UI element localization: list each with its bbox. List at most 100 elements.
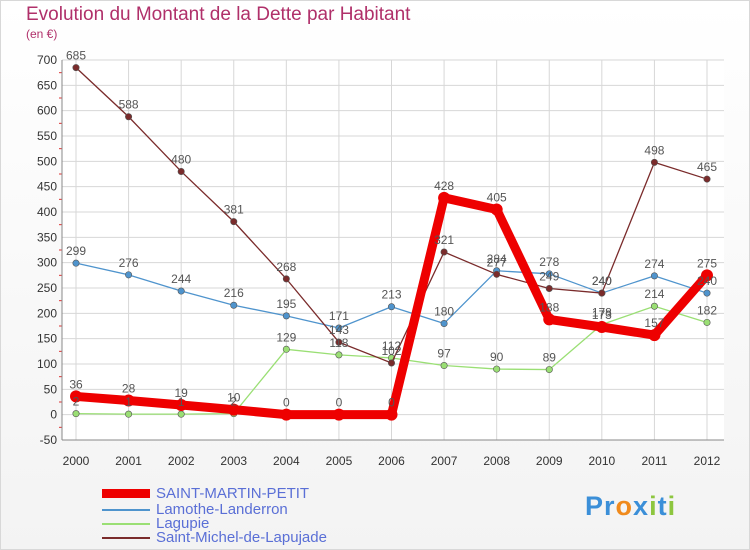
data-label: 97	[437, 347, 451, 361]
y-tick-label: 650	[37, 78, 57, 92]
data-label: 405	[487, 190, 507, 204]
data-point	[335, 351, 343, 359]
data-point	[72, 64, 80, 72]
data-label: 112	[382, 339, 401, 353]
data-point	[703, 289, 711, 297]
legend-swatch	[102, 489, 150, 498]
data-point	[703, 175, 711, 183]
legend-item: Lamothe-Landerron	[102, 501, 288, 518]
data-label: 480	[171, 152, 191, 166]
data-point	[545, 285, 553, 293]
data-label: 89	[543, 351, 557, 365]
data-point	[70, 390, 82, 403]
data-point	[440, 362, 448, 370]
y-tick-label: 250	[37, 281, 57, 295]
logo-letter: x	[633, 491, 650, 521]
data-label: 268	[276, 260, 296, 274]
data-point	[282, 275, 290, 283]
legend-label: SAINT-MARTIN-PETIT	[156, 485, 310, 502]
data-label: 498	[644, 143, 664, 157]
data-point	[72, 410, 80, 418]
data-label: 1	[125, 395, 132, 409]
y-tick-label: 150	[37, 332, 57, 346]
data-label: 118	[329, 336, 348, 350]
data-point	[335, 324, 343, 332]
legend-swatch	[102, 522, 150, 525]
x-tick-label: 2002	[168, 454, 195, 468]
y-tick-label: 100	[37, 357, 57, 371]
data-label: 180	[434, 304, 454, 318]
data-point	[650, 302, 658, 310]
data-label: 195	[276, 297, 296, 311]
data-label: 2	[73, 395, 80, 409]
data-label: 274	[644, 257, 664, 271]
logo-letter: i	[667, 491, 677, 521]
y-tick-label: 700	[37, 53, 57, 67]
data-label: 588	[119, 98, 139, 112]
x-tick-label: 2009	[536, 454, 563, 468]
data-point	[175, 399, 188, 412]
data-point	[387, 303, 395, 311]
x-tick-label: 2004	[273, 454, 300, 468]
data-point	[598, 289, 606, 297]
data-label: 28	[122, 381, 136, 395]
x-tick-label: 2006	[378, 454, 405, 468]
data-label: 0	[336, 396, 343, 410]
legend-swatch	[102, 536, 150, 539]
x-tick-label: 2001	[115, 454, 142, 468]
data-label: 284	[487, 252, 507, 266]
data-point	[282, 345, 290, 353]
data-point	[701, 269, 713, 282]
data-label: 381	[224, 203, 244, 217]
data-label: 214	[644, 287, 664, 301]
x-tick-label: 2007	[431, 454, 458, 468]
data-label: 173	[592, 308, 612, 322]
x-tick-label: 2005	[326, 454, 353, 468]
data-point	[227, 403, 240, 416]
data-point	[125, 113, 133, 121]
data-point	[545, 366, 553, 374]
data-point	[280, 408, 293, 421]
data-label: 299	[66, 244, 86, 258]
legend-item: SAINT-MARTIN-PETIT	[102, 485, 310, 502]
y-tick-label: 500	[37, 154, 57, 168]
legend-swatch	[102, 508, 150, 511]
data-label: 321	[434, 233, 454, 247]
data-label: 171	[329, 309, 349, 323]
data-point	[595, 321, 608, 334]
y-tick-label: 450	[37, 180, 57, 194]
data-point	[72, 259, 80, 267]
legend-item: Saint-Michel-de-Lapujade	[102, 529, 327, 546]
data-point	[177, 410, 185, 418]
data-point	[332, 408, 345, 421]
data-label: 240	[592, 274, 612, 288]
y-tick-label: 550	[37, 129, 57, 143]
data-label: 188	[539, 300, 559, 314]
legend-label: Lagupie	[156, 515, 210, 532]
logo-letter: i	[649, 491, 658, 521]
y-tick-label: 300	[37, 256, 57, 270]
data-label: 213	[381, 288, 401, 302]
plot-area	[62, 60, 724, 440]
logo-letter: t	[657, 491, 668, 521]
data-label: 465	[697, 160, 717, 174]
data-point	[440, 248, 448, 256]
data-point	[125, 410, 133, 418]
x-tick-label: 2003	[220, 454, 247, 468]
legend-item: Lagupie	[102, 515, 210, 532]
data-label: 2	[230, 395, 237, 409]
data-label: 275	[697, 256, 717, 270]
chart-title: Evolution du Montant de la Dette par Hab…	[26, 4, 411, 25]
x-tick-label: 2011	[642, 454, 668, 468]
data-point	[125, 271, 133, 279]
data-label: 278	[539, 255, 559, 269]
legend-label: Saint-Michel-de-Lapujade	[156, 529, 327, 546]
data-point	[650, 158, 658, 166]
data-label: 1	[178, 395, 185, 409]
y-tick-label: 350	[37, 230, 57, 244]
data-label: 428	[434, 179, 454, 193]
data-label: 36	[69, 377, 83, 391]
data-point	[122, 394, 135, 407]
data-point	[177, 287, 185, 295]
